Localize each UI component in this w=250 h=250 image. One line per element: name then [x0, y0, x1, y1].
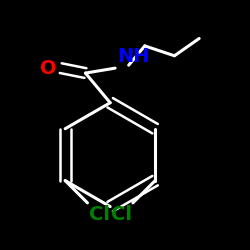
Text: NH: NH — [118, 47, 150, 66]
Text: Cl: Cl — [89, 205, 110, 224]
Text: O: O — [40, 59, 57, 78]
Text: Cl: Cl — [111, 205, 132, 224]
